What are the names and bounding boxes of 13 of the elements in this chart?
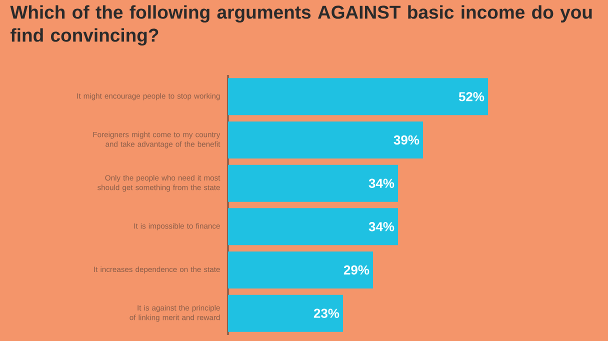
data-label: 34% [368, 178, 394, 188]
bar [228, 252, 374, 289]
data-label: 39% [394, 135, 420, 145]
bar [228, 78, 488, 116]
data-label: 29% [344, 265, 370, 275]
data-label: 34% [368, 222, 394, 232]
bar [228, 164, 398, 202]
chart-title: Which of the following arguments AGAINST basic income do you find convincing? [10, 5, 592, 46]
bar [228, 122, 424, 159]
bar [228, 208, 398, 246]
data-label: 23% [314, 308, 340, 318]
data-label: 52% [458, 92, 484, 102]
bar [228, 294, 344, 332]
